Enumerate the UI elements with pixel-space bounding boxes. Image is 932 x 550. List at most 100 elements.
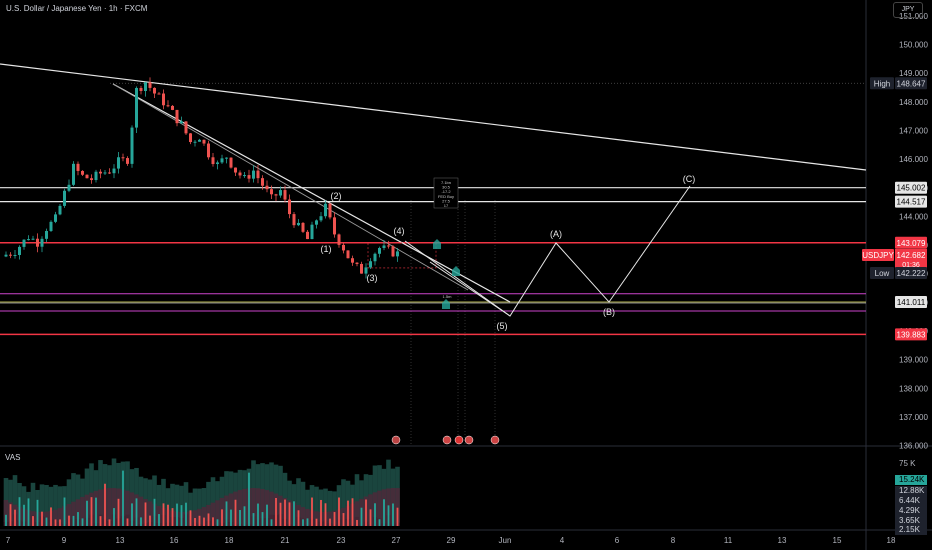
volume-bar [365,499,367,526]
volume-area [48,486,54,520]
volume-area [210,477,216,519]
countdown: 01:36 [902,262,920,269]
volume-bar [266,504,268,526]
candle-body [166,105,170,107]
candle-body [31,238,35,240]
candle-body [162,93,165,106]
volume-area [98,460,103,515]
volume-area [161,478,166,515]
volume-area [170,483,175,518]
level-price-tag-bg [895,328,927,341]
volume-bar [248,472,250,526]
volume-bar [99,516,102,526]
arrow-up-icon [433,239,441,249]
candle-body [360,263,363,274]
volume-area-lower [251,488,256,526]
volume-area [156,484,162,524]
chart-title: U.S. Dollar / Japanese Yen · 1h · FXCM [6,4,148,13]
level-price-tag: 139.883 [897,330,926,339]
volume-bar [207,513,210,526]
x-tick-label: 13 [116,536,125,545]
volume-area [327,490,333,524]
volume-area [53,484,58,520]
x-tick-label: 23 [337,536,346,545]
candle-body [58,205,62,215]
volume-area-lower [147,501,153,526]
volume-bar [284,499,286,526]
candle-body [189,133,192,143]
volume-bar [279,502,282,526]
candle-body [279,190,282,196]
volume-bar [81,518,84,526]
volume-bar [369,509,372,526]
candle-body [378,247,381,254]
volume-bar [50,507,52,526]
x-tick-label: 29 [447,536,456,545]
volume-area-lower [57,508,63,526]
volume-bar [14,509,16,526]
volume-bar [383,499,385,526]
volume-bar [117,498,120,526]
volume-bar [338,497,340,526]
x-tick-label: 18 [225,536,234,545]
candle-body [54,214,57,222]
candle-body [283,190,287,200]
wave-label: (2) [331,191,342,201]
volume-area [21,486,27,522]
y-tick-label: 137.000 [899,413,928,422]
candle-body [184,121,188,134]
volume-area-lower [125,490,130,526]
lightning-icon [391,435,401,445]
volume-bar [108,519,111,526]
volume-bar [374,503,376,526]
volume-bar [333,512,336,526]
volume-bar [293,501,295,526]
volume-area [345,480,351,519]
candle-body [40,238,44,247]
volume-bar [77,512,79,526]
volume-bar [90,497,93,526]
volume-tick-label: 2.15K [899,525,921,534]
volume-bar [351,498,354,526]
candle-body [355,262,359,264]
x-tick-label: 16 [170,536,179,545]
x-tick-label: 15 [833,536,842,545]
candle-body [364,267,368,274]
candle-body [211,157,215,165]
arrow-up-icon [452,266,460,276]
volume-area [57,486,63,523]
volume-bar [176,503,178,526]
candle-body [157,93,161,95]
volume-bar [347,500,349,526]
candle-body [328,203,332,218]
x-tick-label: Jun [499,536,512,545]
volume-bar [140,517,142,526]
candle-body [198,139,201,142]
candle-body [292,214,296,226]
volume-bar [23,504,25,526]
candle-body [256,170,260,179]
level-price-tag: 144.517 [897,198,926,207]
flag-icon [490,435,500,445]
volume-tick-label: 3.65K [899,516,921,525]
last-price-bg [895,249,927,269]
volume-area [206,481,211,521]
volume-area [296,478,301,518]
volume-area [305,489,310,525]
candle-body [274,194,278,196]
volume-area [332,491,337,525]
candle-body [49,221,53,231]
volume-area-lower [111,488,117,526]
candle-body [171,105,174,110]
volume-area-lower [300,507,306,526]
candle-body [288,199,291,215]
candle-body [229,157,233,168]
candle-body [121,157,125,159]
annotation-small: 1.5m [443,294,453,299]
volume-tick-label: 6.44K [899,496,921,505]
candle-body [193,141,197,143]
currency-button[interactable]: JPY [893,2,923,18]
volume-tick-label: 4.29K [899,506,921,515]
